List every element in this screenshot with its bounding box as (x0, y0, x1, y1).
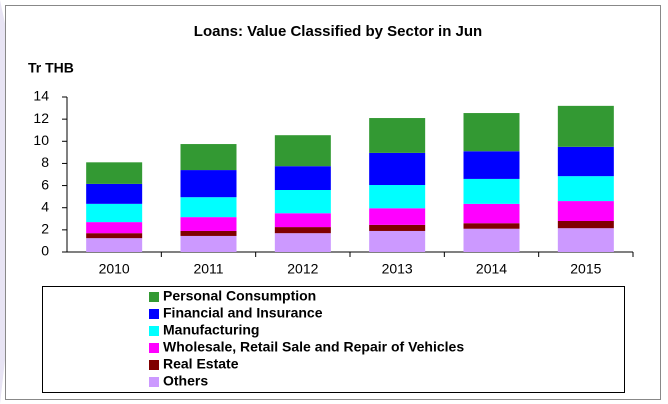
bar-segment (274, 213, 331, 228)
x-tick-label: 2012 (287, 261, 318, 277)
bar-segment (557, 221, 614, 229)
bar-segment (180, 170, 237, 198)
legend-swatch (149, 309, 159, 319)
bar-segment (557, 201, 614, 221)
bar-segment (463, 178, 520, 204)
x-tick-label: 2010 (99, 261, 130, 277)
bar-segment (557, 146, 614, 177)
bar-segment (463, 228, 520, 252)
y-tick-label: 4 (41, 198, 49, 214)
x-tick-label: 2014 (476, 261, 507, 277)
bar-segment (180, 235, 237, 252)
y-tick-label: 6 (41, 176, 49, 192)
bar-segment (369, 185, 426, 209)
x-tick-label: 2015 (570, 261, 601, 277)
bar-segment (86, 203, 143, 223)
bar-segment (180, 217, 237, 231)
bar-segment (86, 238, 143, 252)
bar-segment (180, 144, 237, 171)
legend-swatch (149, 377, 159, 387)
bar-segment (274, 135, 331, 167)
bar-segment (557, 176, 614, 202)
legend-swatch (149, 343, 159, 353)
legend-label: Wholesale, Retail Sale and Repair of Veh… (163, 339, 464, 355)
bar-segment (369, 152, 426, 186)
x-tick-label: 2013 (382, 261, 413, 277)
bar-segment (86, 162, 143, 184)
bar-segment (274, 166, 331, 190)
bar-segment (86, 183, 143, 204)
bar-segment (274, 227, 331, 234)
legend-label: Manufacturing (163, 322, 259, 338)
bar-segment (463, 151, 520, 179)
bar-segment (180, 197, 237, 218)
bar-segment (557, 228, 614, 252)
legend-swatch (149, 326, 159, 336)
bar-segment (274, 190, 331, 214)
bar-segment (557, 105, 614, 147)
y-tick-label: 14 (33, 88, 49, 104)
legend-label: Real Estate (163, 356, 239, 372)
legend (42, 286, 625, 393)
bar-segment (463, 223, 520, 229)
legend-label: Others (163, 373, 208, 389)
legend-label: Financial and Insurance (163, 305, 323, 321)
bar-segment (86, 222, 143, 234)
y-tick-label: 2 (41, 221, 49, 237)
legend-label: Personal Consumption (163, 288, 316, 304)
bar-segment (369, 208, 426, 225)
bar-segment (369, 118, 426, 153)
y-tick-label: 8 (41, 154, 49, 170)
bar-segment (86, 233, 143, 239)
y-tick-label: 10 (33, 132, 49, 148)
bar-segment (180, 230, 237, 236)
bar-segment (369, 224, 426, 231)
y-axis-label: Tr THB (28, 60, 74, 76)
bar-segment (369, 230, 426, 252)
y-tick-label: 0 (41, 243, 49, 259)
chart-title: Loans: Value Classified by Sector in Jun (194, 23, 482, 40)
bar-segment (274, 233, 331, 252)
x-tick-label: 2011 (193, 261, 223, 277)
bar-segment (463, 203, 520, 224)
y-tick-label: 12 (33, 110, 49, 126)
legend-swatch (149, 360, 159, 370)
legend-swatch (149, 292, 159, 302)
bar-segment (463, 113, 520, 152)
